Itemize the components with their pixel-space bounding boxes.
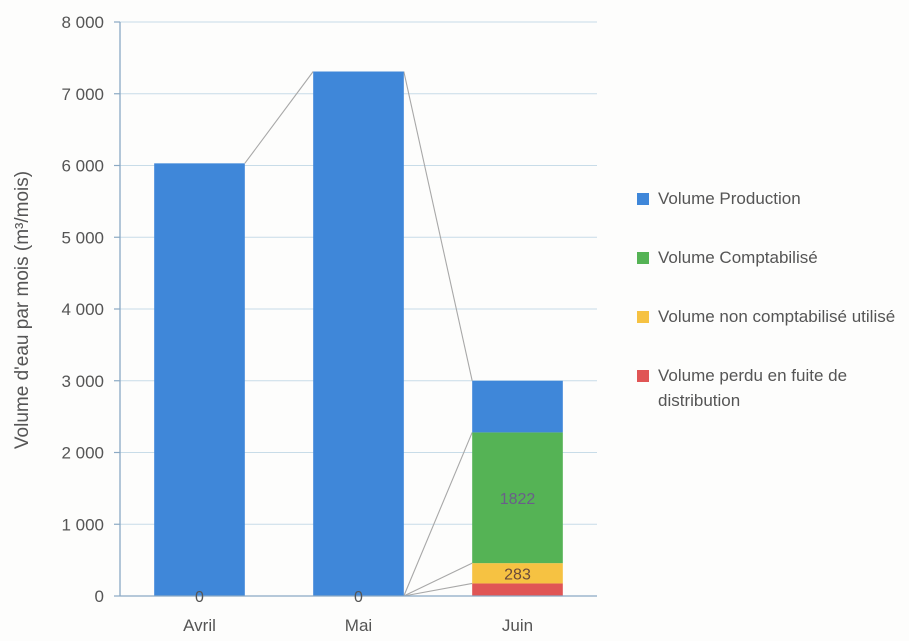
data-label: 0 [195,589,204,606]
data-label: 1822 [500,491,536,508]
bar-segment [472,432,563,564]
series-line [403,562,473,597]
legend: Volume Production Volume Comptabilisé Vo… [637,186,909,447]
y-tick-label: 1 000 [61,515,104,534]
data-label: 283 [504,566,531,583]
legend-item-comptabilise: Volume Comptabilisé [637,245,909,270]
series-lines [244,71,473,597]
bar-segment [154,163,245,596]
legend-item-production: Volume Production [637,186,909,211]
x-tick-label: Mai [345,616,372,635]
y-tick-label: 6 000 [61,157,104,176]
bar-segment [472,380,563,433]
y-tick-label: 8 000 [61,13,104,32]
bars [154,71,563,596]
legend-swatch [637,370,649,382]
y-tick-label: 3 000 [61,372,104,391]
legend-swatch [637,311,649,323]
x-tick-label: Juin [502,616,533,635]
bar-segment [472,583,563,596]
legend-label: Volume perdu en fuite de distribution [658,366,848,410]
y-tick-label: 7 000 [61,85,104,104]
x-tick-label: Avril [183,616,216,635]
legend-swatch [637,252,649,264]
y-tick-label: 0 [95,587,104,606]
series-line [403,582,473,597]
legend-swatch [637,193,649,205]
bar-segment [313,71,404,596]
y-tick-label: 5 000 [61,228,104,247]
bar-segment [472,563,563,584]
series-line [403,71,473,381]
data-labels: 0 0 283 1822 [195,491,535,606]
legend-label: Volume non comptabilisé utilisé [658,307,896,326]
data-label: 0 [354,589,363,606]
y-axis-label: Volume d'eau par mois (m³/mois) [12,171,33,449]
axes: 0 1 000 2 000 3 000 4 000 5 000 6 000 7 000 8 00… [61,13,597,635]
series-line [403,432,473,597]
legend-label: Volume Production [658,189,801,208]
legend-item-non-comptabilise: Volume non comptabilisé utilisé [637,304,909,329]
y-tick-label: 4 000 [61,300,104,319]
y-tick-label: 2 000 [61,444,104,463]
series-line [244,71,314,164]
legend-item-fuite: Volume perdu en fuite de distribution [637,363,909,413]
legend-label: Volume Comptabilisé [658,248,818,267]
